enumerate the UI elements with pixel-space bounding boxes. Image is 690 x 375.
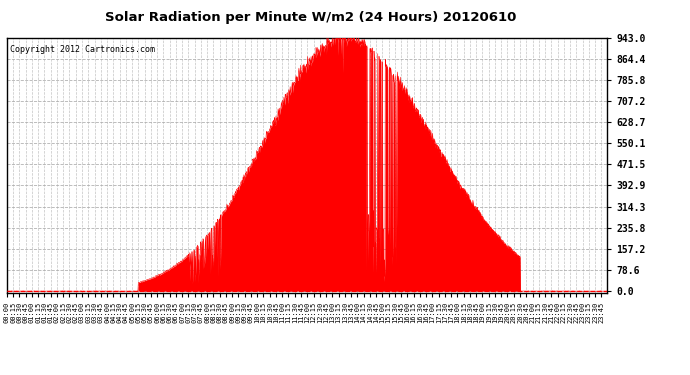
Text: Solar Radiation per Minute W/m2 (24 Hours) 20120610: Solar Radiation per Minute W/m2 (24 Hour… xyxy=(105,11,516,24)
Text: Copyright 2012 Cartronics.com: Copyright 2012 Cartronics.com xyxy=(10,45,155,54)
